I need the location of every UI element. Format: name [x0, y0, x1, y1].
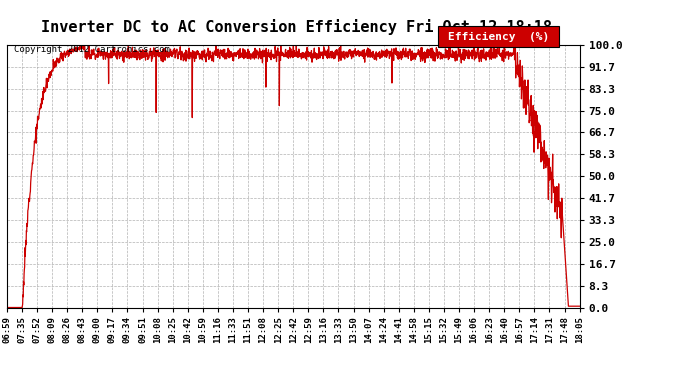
Text: Inverter DC to AC Conversion Efficiency Fri Oct 12 18:18: Inverter DC to AC Conversion Efficiency … — [41, 19, 552, 35]
Text: Efficiency  (%): Efficiency (%) — [448, 32, 549, 42]
Text: Copyright 2012 Cartronics.com: Copyright 2012 Cartronics.com — [14, 45, 170, 54]
